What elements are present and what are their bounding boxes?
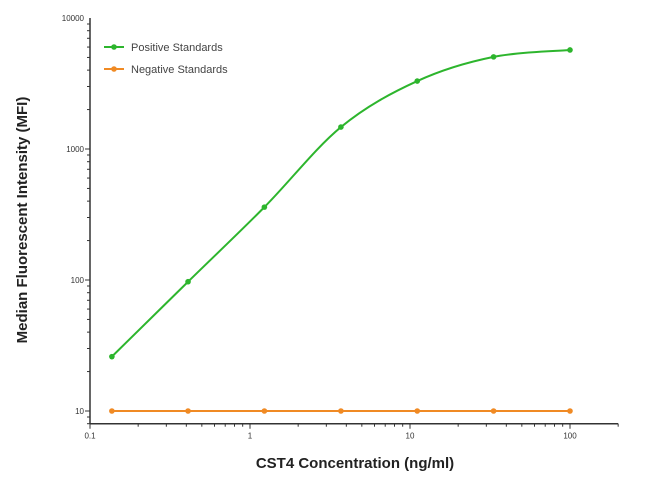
x-tick-label: 100 [563, 432, 577, 441]
y-tick-label: 1000 [66, 145, 84, 154]
positive-standards-point [338, 124, 344, 130]
positive-standards-curve [111, 48, 571, 358]
positive-standards-point [490, 54, 497, 60]
negative-standards-point [567, 408, 573, 414]
x-tick-label: 0.1 [84, 432, 96, 441]
legend-label-positive-standards: Positive Standards [131, 42, 223, 54]
negative-standards-point [185, 408, 191, 414]
legend-marker-positive-standards [111, 44, 117, 50]
positive-standards-point [109, 353, 115, 360]
positive-standards-point [567, 47, 573, 53]
negative-standards-point [109, 408, 115, 414]
y-tick-label: 100 [71, 276, 85, 285]
positive-standards-point [261, 204, 268, 210]
negative-standards-point [338, 408, 344, 414]
y-tick-label: 10 [75, 407, 84, 416]
x-tick-label: 10 [406, 432, 415, 441]
negative-standards-point [261, 408, 268, 414]
negative-standards-point [414, 408, 421, 414]
y-tick-label: 10000 [62, 14, 85, 23]
x-axis-label: CST4 Concentration (ng/ml) [256, 455, 454, 472]
positive-standards-point [185, 278, 191, 285]
y-axis-label: Median Fluorescent Intensity (MFI) [14, 97, 31, 344]
legend-marker-negative-standards [111, 66, 117, 72]
x-tick-label: 1 [248, 432, 253, 441]
positive-standards-point [414, 78, 421, 84]
negative-standards-point [490, 408, 497, 414]
legend-label-negative-standards: Negative Standards [131, 64, 228, 76]
